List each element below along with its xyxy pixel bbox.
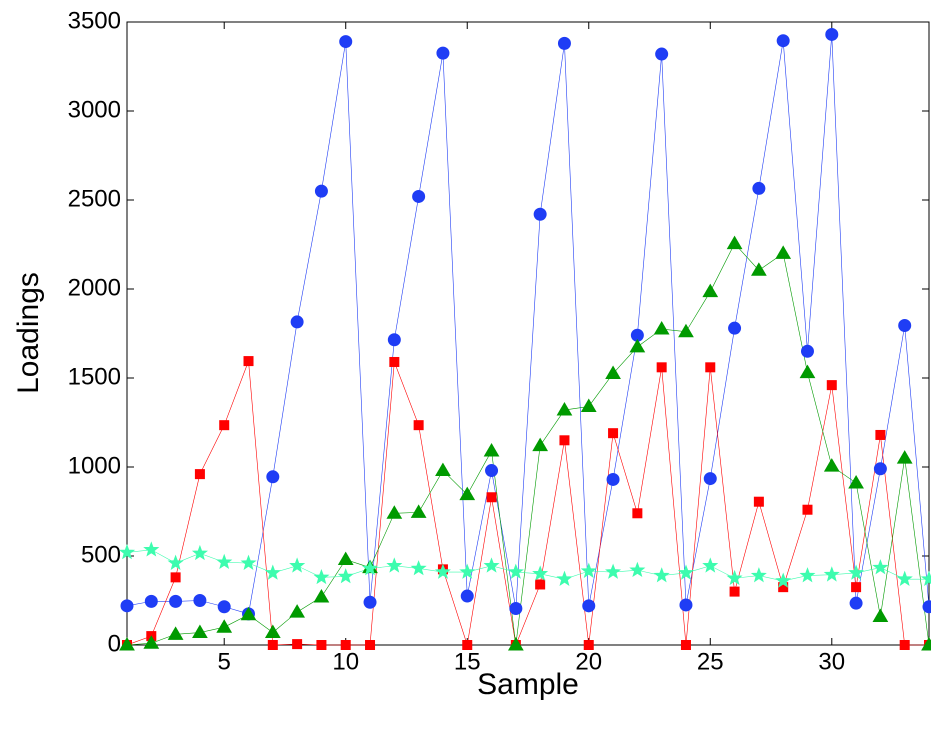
data-point	[315, 185, 327, 197]
data-point	[680, 599, 692, 611]
data-point	[876, 430, 885, 439]
x-axis-label: Sample	[477, 668, 579, 701]
data-point	[414, 421, 423, 430]
data-point	[656, 48, 668, 60]
data-point	[730, 587, 739, 596]
y-tick-label: 1500	[68, 363, 121, 390]
x-tick-label: 20	[575, 648, 602, 675]
data-point	[704, 473, 716, 485]
data-point	[340, 36, 352, 48]
data-point	[463, 641, 472, 650]
y-tick-label: 1000	[68, 452, 121, 479]
data-point	[850, 597, 862, 609]
data-point	[852, 583, 861, 592]
data-point	[706, 363, 715, 372]
data-point	[777, 35, 789, 47]
data-point	[486, 465, 498, 477]
data-point	[583, 600, 595, 612]
data-point	[900, 641, 909, 650]
data-point	[413, 190, 425, 202]
data-point	[923, 601, 931, 613]
data-point	[170, 595, 182, 607]
data-point	[437, 47, 449, 59]
data-point	[510, 603, 522, 615]
data-point	[487, 493, 496, 502]
y-tick-label: 3500	[68, 7, 121, 34]
data-point	[341, 641, 350, 650]
y-tick-label: 2000	[68, 274, 121, 301]
data-point	[536, 580, 545, 589]
data-point	[171, 573, 180, 582]
x-tick-label: 30	[818, 648, 845, 675]
data-point	[754, 497, 763, 506]
data-point	[268, 641, 277, 650]
y-tick-label: 0	[108, 630, 121, 657]
data-point	[827, 381, 836, 390]
data-point	[145, 595, 157, 607]
data-point	[534, 208, 546, 220]
y-tick-label: 3000	[68, 96, 121, 123]
x-tick-label: 10	[332, 648, 359, 675]
data-point	[195, 470, 204, 479]
x-tick-label: 15	[454, 648, 481, 675]
y-tick-label: 2500	[68, 185, 121, 212]
data-point	[317, 641, 326, 650]
y-tick-label: 500	[81, 541, 121, 568]
x-tick-label: 25	[697, 648, 724, 675]
data-point	[461, 590, 473, 602]
data-point	[584, 641, 593, 650]
data-point	[607, 473, 619, 485]
data-point	[681, 641, 690, 650]
y-axis-label: Loadings	[12, 272, 45, 394]
data-point	[729, 322, 741, 334]
data-point	[121, 600, 133, 612]
data-point	[366, 641, 375, 650]
data-point	[244, 357, 253, 366]
data-point	[803, 505, 812, 514]
data-point	[267, 471, 279, 483]
data-point	[558, 37, 570, 49]
data-point	[560, 436, 569, 445]
data-point	[388, 334, 400, 346]
data-point	[801, 345, 813, 357]
data-point	[633, 509, 642, 518]
data-point	[364, 596, 376, 608]
data-point	[218, 601, 230, 613]
data-point	[753, 182, 765, 194]
data-point	[826, 28, 838, 40]
data-point	[899, 319, 911, 331]
data-point	[291, 316, 303, 328]
data-point	[657, 363, 666, 372]
data-point	[220, 421, 229, 430]
data-point	[293, 640, 302, 649]
data-point	[609, 429, 618, 438]
data-point	[194, 595, 206, 607]
data-point	[874, 463, 886, 475]
x-tick-label: 5	[218, 648, 231, 675]
data-point	[390, 357, 399, 366]
